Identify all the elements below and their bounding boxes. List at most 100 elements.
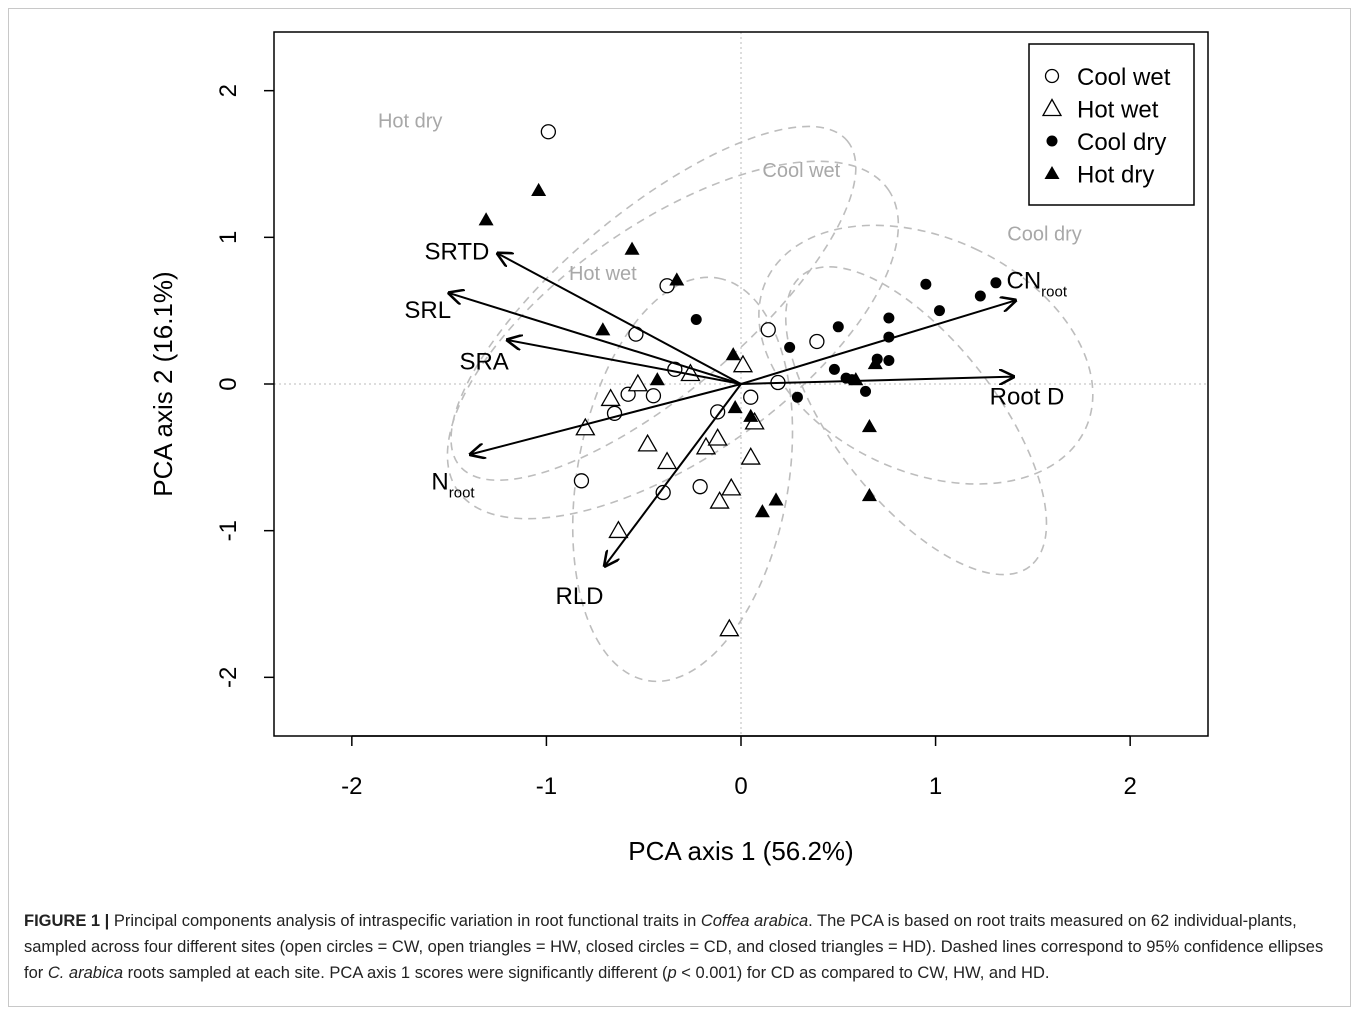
point-hot-wet-2 xyxy=(600,388,621,407)
point-cool-dry-13 xyxy=(920,278,932,290)
ellipse-label-hot-dry: Hot dry xyxy=(378,110,442,132)
x-axis-title: PCA axis 1 (56.2%) xyxy=(628,836,853,866)
point-cool-wet-7 xyxy=(645,388,662,404)
point-hot-wet-7 xyxy=(695,436,717,455)
vector-arrow-root-d xyxy=(740,377,1013,384)
vector-label-srl: SRL xyxy=(404,297,451,324)
legend-label-hot-wet: Hot wet xyxy=(1077,97,1159,124)
point-hot-dry-14 xyxy=(861,487,877,502)
point-hot-dry-10 xyxy=(754,504,770,518)
point-hot-dry-15 xyxy=(867,355,883,370)
point-hot-dry-1 xyxy=(478,212,494,226)
legend-marker-cool-dry xyxy=(1046,135,1058,147)
caption-p: p xyxy=(667,964,677,982)
point-cool-dry-3 xyxy=(791,391,803,403)
caption-text-2: . The PCA is based on root traits measur… xyxy=(24,912,1324,982)
x-tick-label-4: 2 xyxy=(1123,773,1136,800)
point-hot-dry-11 xyxy=(768,492,784,506)
point-hot-dry-13 xyxy=(861,419,877,433)
point-hot-dry-7 xyxy=(725,347,741,361)
vector-arrow-srtd xyxy=(498,253,742,385)
point-hot-dry-6 xyxy=(649,372,665,386)
confidence-ellipse-hot-wet xyxy=(571,276,794,683)
point-cool-wet-10 xyxy=(692,479,708,495)
vector-label-subscript-n-root: root xyxy=(449,485,476,502)
caption-text-4: < 0.001) for CD as compared to CW, HW, a… xyxy=(676,964,1050,982)
vector-label-subscript-cn-root: root xyxy=(1041,284,1068,301)
legend-marker-hot-dry xyxy=(1044,166,1060,179)
confidence-ellipse-unlabeled-4 xyxy=(784,265,1048,576)
vector-arrow-sra xyxy=(508,340,742,385)
y-tick-label-4: 2 xyxy=(215,84,242,97)
point-hot-dry-8 xyxy=(727,399,743,414)
point-cool-wet-11 xyxy=(710,404,726,420)
point-hot-wet-4 xyxy=(637,433,658,452)
point-hot-wet-11 xyxy=(709,491,730,509)
point-cool-wet-8 xyxy=(573,473,590,489)
point-cool-dry-8 xyxy=(860,385,872,397)
point-hot-wet-10 xyxy=(721,477,742,496)
point-cool-dry-5 xyxy=(828,363,840,375)
point-hot-wet-3 xyxy=(575,417,596,436)
caption-text-3: roots sampled at each site. PCA axis 1 s… xyxy=(123,964,668,982)
caption-lead: FIGURE 1 | xyxy=(24,912,110,930)
point-hot-dry-4 xyxy=(669,272,685,286)
point-cool-dry-12 xyxy=(883,312,895,324)
legend-marker-cool-wet xyxy=(1044,68,1060,84)
vector-label-rld: RLD xyxy=(555,583,603,610)
y-tick-label-3: 1 xyxy=(215,231,242,244)
point-cool-dry-15 xyxy=(974,290,986,302)
point-hot-wet-12 xyxy=(740,447,761,465)
caption-species: Coffea arabica xyxy=(700,912,809,930)
caption-text-1: Principal components analysis of intrasp… xyxy=(109,912,701,930)
vector-arrow-cn-root xyxy=(740,300,1015,385)
point-hot-dry-2 xyxy=(531,182,547,197)
vector-arrow-rld xyxy=(605,383,742,566)
vector-label-srtd: SRTD xyxy=(424,238,489,265)
confidence-ellipse-hot-dry xyxy=(450,125,857,482)
pca-biplot: Hot dry Cool wet Hot wet Cool dry SRTD SRL SRA… xyxy=(148,31,1209,866)
point-hot-dry-5 xyxy=(595,322,611,336)
point-hot-wet-5 xyxy=(656,451,678,470)
confidence-ellipse-cool-dry xyxy=(758,224,1094,485)
point-cool-wet-13 xyxy=(760,322,776,338)
point-cool-wet-12 xyxy=(743,389,759,405)
y-tick-label-1: -1 xyxy=(215,520,242,541)
x-tick-label-1: -1 xyxy=(536,773,557,800)
y-tick-label-0: -2 xyxy=(215,667,242,688)
ellipse-label-cool-dry: Cool dry xyxy=(1007,223,1081,245)
point-cool-dry-1 xyxy=(690,313,702,325)
point-hot-wet-15 xyxy=(719,618,740,637)
point-cool-dry-4 xyxy=(832,321,844,333)
vector-label-cn-root: CNroot xyxy=(1007,268,1068,301)
legend-label-hot-dry: Hot dry xyxy=(1077,162,1154,189)
x-tick-label-0: -2 xyxy=(341,773,362,800)
point-cool-dry-14 xyxy=(933,305,945,317)
point-cool-dry-2 xyxy=(784,341,796,353)
point-hot-dry-9 xyxy=(743,408,759,422)
caption-species-abbrev: C. arabica xyxy=(47,964,124,982)
x-tick-label-2: 0 xyxy=(734,773,747,800)
ellipse-label-hot-wet: Hot wet xyxy=(569,263,637,285)
point-cool-wet-2 xyxy=(659,278,675,294)
point-cool-dry-16 xyxy=(990,277,1002,289)
point-hot-wet-1 xyxy=(627,373,648,392)
legend-label-cool-dry: Cool dry xyxy=(1077,129,1166,156)
vector-label-n-root: Nroot xyxy=(431,469,475,502)
legend-label-cool-wet: Cool wet xyxy=(1077,64,1171,91)
vector-arrow-n-root xyxy=(471,383,742,454)
point-hot-wet-9 xyxy=(608,520,629,539)
vector-label-root-d: Root D xyxy=(990,384,1065,411)
point-hot-wet-8 xyxy=(707,427,728,446)
confidence-ellipse-cool-wet xyxy=(446,160,900,520)
point-hot-dry-3 xyxy=(624,241,640,255)
y-axis-title: PCA axis 2 (16.1%) xyxy=(148,271,178,496)
point-hot-wet-14 xyxy=(732,354,754,373)
point-cool-wet-1 xyxy=(540,124,557,140)
x-tick-label-3: 1 xyxy=(929,773,942,800)
y-tick-label-2: 0 xyxy=(215,377,242,390)
point-cool-wet-9 xyxy=(655,484,671,501)
vector-label-sra: SRA xyxy=(459,348,508,375)
ellipse-label-cool-wet: Cool wet xyxy=(762,160,840,182)
point-cool-wet-15 xyxy=(809,333,825,350)
